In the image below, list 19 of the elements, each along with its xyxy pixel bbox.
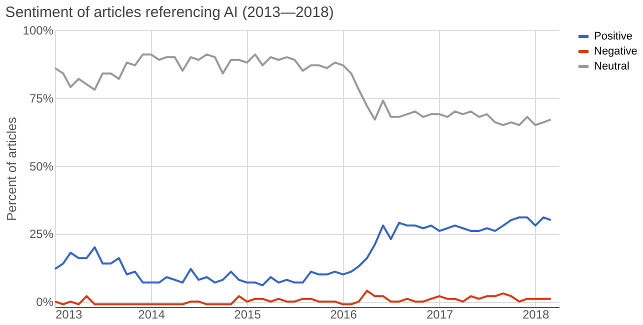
x-tick-label: 2015 [234, 308, 262, 322]
line-series [54, 216, 552, 286]
x-tick-label: 2016 [330, 308, 358, 322]
y-tick-label: 100% [22, 24, 54, 38]
legend-label: Negative [594, 46, 638, 58]
legend-label: Positive [594, 30, 633, 42]
y-tick-label: 25% [29, 227, 54, 242]
chart-title: Sentiment of articles referencing AI (2013—2018) [5, 4, 334, 21]
y-axis-title: Percent of articles [4, 116, 19, 222]
x-tick-label: 2017 [426, 308, 454, 322]
line-series [54, 53, 552, 126]
x-tick-label: 2013 [56, 308, 83, 322]
y-tick-label: 75% [29, 91, 54, 106]
legend-label: Neutral [594, 60, 630, 72]
y-tick-label: 0% [36, 295, 54, 310]
line-series [54, 290, 552, 306]
x-tick-label: 2018 [522, 308, 550, 322]
y-tick-label: 50% [29, 159, 54, 174]
x-tick-label: 2014 [138, 308, 166, 322]
